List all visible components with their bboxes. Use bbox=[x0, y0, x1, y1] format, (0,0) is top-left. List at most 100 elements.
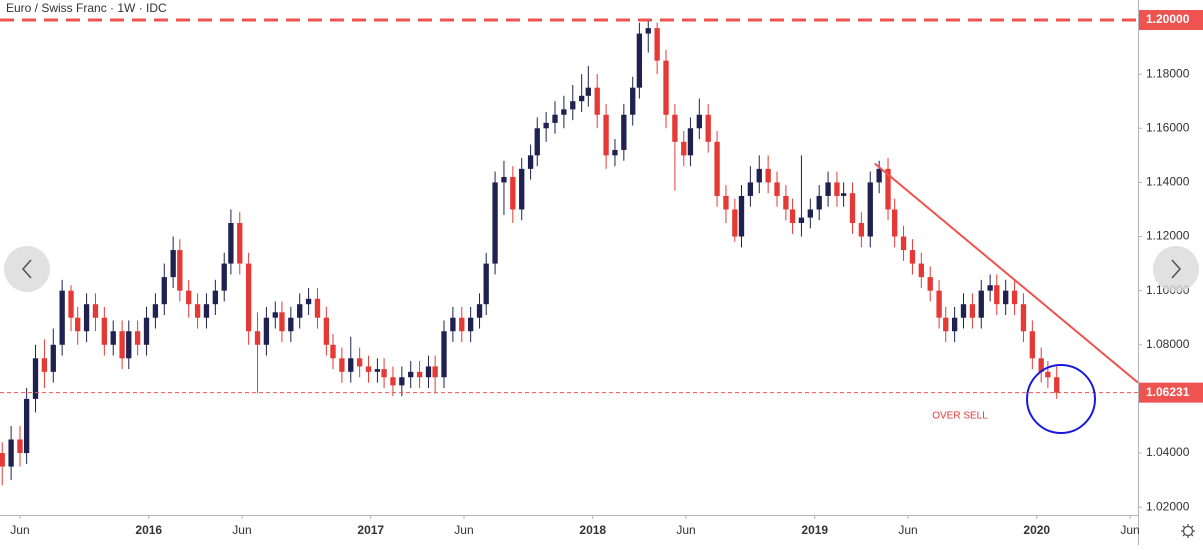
candle-body bbox=[798, 217, 805, 223]
candle-body bbox=[765, 168, 771, 183]
candle-body bbox=[867, 182, 873, 237]
candle-body bbox=[892, 209, 898, 237]
x-tick-label: Jun bbox=[10, 523, 29, 537]
candle-body bbox=[663, 60, 669, 115]
candle-body bbox=[543, 122, 549, 129]
candle-body bbox=[519, 168, 525, 210]
candle-body bbox=[900, 236, 907, 251]
candle-body bbox=[1011, 290, 1018, 305]
gear-teeth[interactable] bbox=[1181, 524, 1195, 538]
scroll-left-button[interactable] bbox=[4, 246, 50, 292]
candle-body bbox=[696, 114, 702, 129]
candle-body bbox=[918, 263, 924, 278]
candle-body bbox=[672, 114, 678, 142]
scroll-right-button[interactable] bbox=[1153, 246, 1199, 292]
candle-body bbox=[849, 193, 856, 223]
y-tick-label: 1.18000 bbox=[1146, 66, 1190, 80]
candle-body bbox=[390, 377, 396, 386]
y-tick-label: 1.14000 bbox=[1146, 175, 1190, 189]
candle-body bbox=[365, 366, 372, 372]
x-tick-label: Jun bbox=[454, 523, 473, 537]
candle-body bbox=[603, 114, 609, 156]
candle-body bbox=[732, 209, 738, 237]
candle-body bbox=[288, 317, 294, 332]
x-tick-label: 2018 bbox=[579, 523, 606, 537]
candle-body bbox=[570, 101, 576, 110]
candle-body bbox=[177, 250, 183, 291]
candle-body bbox=[348, 358, 354, 372]
candle-body bbox=[186, 290, 192, 305]
candle-body bbox=[59, 290, 65, 345]
candle-body bbox=[245, 263, 252, 332]
candle-body bbox=[840, 193, 847, 196]
y-tick-label: 1.02000 bbox=[1146, 499, 1190, 513]
y-tick-label: 1.04000 bbox=[1146, 445, 1190, 459]
settings-button[interactable] bbox=[1181, 524, 1195, 538]
candle-body bbox=[152, 304, 159, 318]
candle-body bbox=[654, 28, 660, 61]
candle-body bbox=[381, 369, 387, 378]
arrow-icon[interactable] bbox=[21, 259, 32, 279]
plot: 1.020001.040001.060001.080001.100001.120… bbox=[0, 10, 1203, 537]
candle-body bbox=[83, 304, 90, 332]
candle-body bbox=[1045, 371, 1051, 378]
candle-body bbox=[432, 366, 438, 378]
x-tick-label: 2017 bbox=[357, 523, 384, 537]
candle-body bbox=[552, 114, 558, 123]
button-bg[interactable] bbox=[1153, 246, 1199, 292]
candle-body bbox=[467, 317, 474, 332]
gear-icon[interactable] bbox=[1182, 525, 1194, 537]
candle-body bbox=[885, 168, 891, 210]
candle-body bbox=[909, 250, 916, 264]
arrow-icon[interactable] bbox=[1171, 259, 1182, 279]
trendline bbox=[874, 162, 1139, 384]
candle-body bbox=[738, 195, 745, 237]
candle-body bbox=[0, 453, 5, 467]
candle-body bbox=[408, 371, 414, 378]
candle-body bbox=[936, 290, 942, 318]
candle-body bbox=[441, 331, 447, 378]
candle-body bbox=[825, 182, 831, 196]
candle-body bbox=[416, 371, 423, 378]
candle-body bbox=[621, 114, 627, 150]
candle-body bbox=[305, 298, 312, 305]
candle-body bbox=[459, 317, 465, 332]
candle-body bbox=[75, 317, 81, 332]
candle-body bbox=[1020, 304, 1027, 332]
candle-body bbox=[110, 331, 116, 345]
candle-body bbox=[1003, 290, 1009, 305]
candle-body bbox=[876, 168, 882, 183]
candle-body bbox=[527, 155, 534, 169]
candle-body bbox=[32, 358, 39, 399]
candle-body bbox=[212, 290, 219, 305]
candle-body bbox=[960, 304, 967, 318]
candle-body bbox=[714, 141, 720, 196]
candle-body bbox=[756, 168, 762, 183]
candle-body bbox=[594, 87, 600, 115]
candle-body bbox=[534, 128, 540, 156]
candle-body bbox=[254, 331, 261, 345]
candle-body bbox=[1029, 331, 1035, 359]
resistance-label: 1.20000 bbox=[1146, 12, 1190, 26]
candle-body bbox=[356, 358, 363, 367]
candle-body bbox=[943, 317, 949, 332]
candle-body bbox=[969, 304, 976, 318]
candle-body bbox=[774, 182, 780, 196]
candle-body bbox=[578, 95, 585, 102]
candle-body bbox=[339, 358, 345, 372]
candle-body bbox=[483, 263, 489, 305]
candle-body bbox=[374, 369, 381, 372]
x-tick-label: Jun bbox=[676, 523, 695, 537]
x-tick-label: Jun bbox=[898, 523, 917, 537]
candle-body bbox=[994, 285, 1000, 305]
candle-body bbox=[279, 312, 285, 332]
button-bg[interactable] bbox=[4, 246, 50, 292]
x-tick-label: Jun bbox=[232, 523, 251, 537]
candle-body bbox=[237, 222, 243, 264]
candle-body bbox=[987, 285, 993, 291]
candle-body bbox=[134, 331, 141, 345]
candle-body bbox=[323, 317, 330, 345]
y-tick-label: 1.16000 bbox=[1146, 120, 1190, 134]
x-tick-label: Jun bbox=[1120, 523, 1139, 537]
